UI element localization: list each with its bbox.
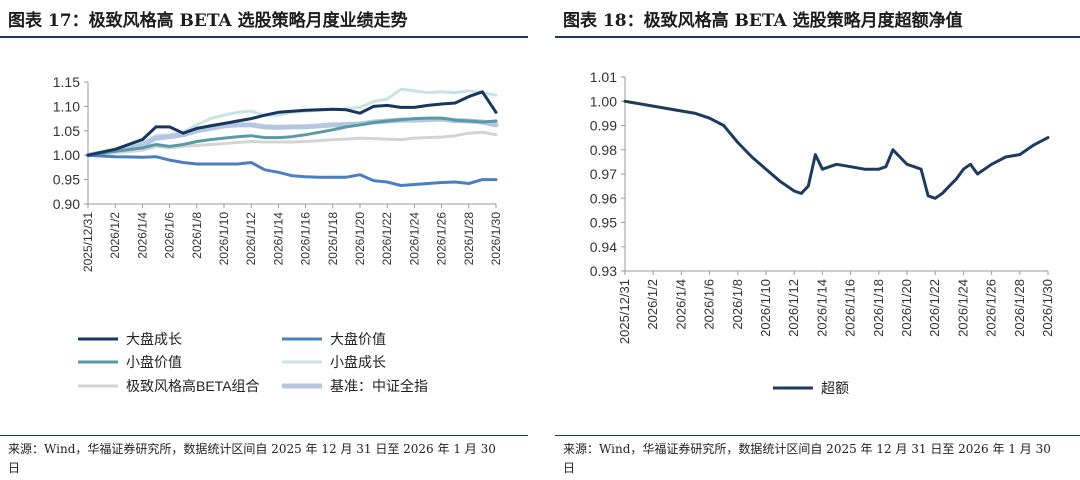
y-tick-label: 0.96	[590, 190, 617, 206]
x-tick-label: 2026/1/4	[135, 212, 149, 259]
x-tick-label: 2026/1/20	[353, 212, 367, 266]
right-chart-title: 图表 18：极致风格高 BETA 选股策略月度超额净值	[563, 11, 963, 31]
y-tick-label: 0.90	[53, 196, 80, 212]
x-tick-label: 2026/1/18	[871, 279, 886, 337]
y-tick-label: 1.01	[590, 69, 617, 85]
x-tick-label: 2026/1/14	[271, 212, 285, 266]
x-tick-label: 2026/1/22	[380, 212, 394, 266]
x-tick-label: 2026/1/10	[758, 279, 773, 337]
x-tick-label: 2026/1/2	[645, 279, 660, 330]
x-tick-label: 2025/12/31	[617, 279, 632, 344]
legend-label: 极致风格高BETA组合	[126, 378, 260, 394]
legend-label: 基准：中证全指	[330, 378, 428, 394]
legend-label: 超额	[821, 380, 849, 396]
y-tick-label: 0.95	[53, 172, 80, 188]
y-tick-label: 0.95	[590, 215, 617, 231]
left-source-rule	[0, 435, 528, 436]
x-tick-label: 2026/1/4	[673, 279, 688, 330]
x-tick-label: 2026/1/28	[462, 212, 476, 266]
right-source-rule	[555, 435, 1080, 436]
x-tick-label: 2026/1/2	[108, 212, 122, 259]
series-line-1	[623, 99, 1050, 200]
x-tick-label: 2026/1/6	[702, 279, 717, 330]
left-source-note: 来源：Wind，华福证券研究所，数据统计区间自 2025 年 12 月 31 日…	[8, 442, 496, 475]
legend-label: 小盘成长	[330, 354, 386, 370]
x-tick-label: 2026/1/24	[407, 212, 421, 266]
x-tick-label: 2026/1/8	[730, 279, 745, 330]
x-tick-label: 2026/1/6	[163, 212, 177, 259]
y-tick-label: 1.00	[53, 147, 80, 163]
legend-label: 大盘价值	[330, 331, 386, 347]
x-tick-label: 2026/1/26	[984, 279, 999, 337]
x-tick-label: 2026/1/16	[843, 279, 858, 337]
legend-label: 小盘价值	[126, 354, 182, 370]
left-chart-title: 图表 17：极致风格高 BETA 选股策略月度业绩走势	[8, 11, 408, 31]
y-tick-label: 0.94	[590, 239, 617, 255]
left-title-rule	[0, 36, 528, 38]
series-line-3	[86, 116, 498, 157]
x-tick-label: 2026/1/12	[786, 279, 801, 337]
legend-label: 大盘成长	[126, 331, 182, 347]
x-tick-label: 2026/1/20	[899, 279, 914, 337]
left-line-chart: 0.90 0.95 1.00 1.05 1.10 1.15 2025/12/31 2026/1…	[53, 74, 503, 394]
y-tick-label: 1.10	[53, 98, 80, 114]
y-tick-label: 0.93	[590, 263, 617, 279]
x-tick-label: 2026/1/30	[1040, 279, 1055, 337]
x-tick-label: 2026/1/22	[927, 279, 942, 337]
series-line-5	[86, 130, 498, 157]
series-line-2	[86, 153, 498, 187]
x-tick-label: 2025/12/31	[81, 212, 95, 272]
y-tick-label: 0.99	[590, 118, 617, 134]
right-panel: 图表 18：极致风格高 BETA 选股策略月度超额净值 0.93 0.94 0.95…	[555, 0, 1080, 480]
series-line-1	[86, 90, 498, 157]
x-tick-label: 2026/1/12	[244, 212, 258, 266]
y-tick-label: 0.97	[590, 166, 617, 182]
right-line-chart: 0.93 0.94 0.95 0.96 0.97 0.98 0.99 1.00 1.01 2025…	[590, 69, 1055, 396]
y-tick-label: 0.98	[590, 142, 617, 158]
x-tick-label: 2026/1/10	[217, 212, 231, 266]
x-tick-label: 2026/1/16	[299, 212, 313, 266]
left-panel: 图表 17：极致风格高 BETA 选股策略月度业绩走势 0.90 0.95 1.00…	[0, 0, 528, 480]
x-tick-label: 2026/1/14	[814, 279, 829, 337]
right-source-note: 来源：Wind，华福证券研究所，数据统计区间自 2025 年 12 月 31 日…	[563, 442, 1051, 475]
x-tick-label: 2026/1/24	[955, 279, 970, 337]
x-tick-label: 2026/1/28	[1012, 279, 1027, 337]
y-tick-label: 1.15	[53, 74, 80, 90]
right-title-rule	[555, 36, 1080, 38]
y-tick-label: 1.00	[590, 93, 617, 109]
x-tick-label: 2026/1/18	[326, 212, 340, 266]
y-tick-label: 1.05	[53, 123, 80, 139]
x-tick-label: 2026/1/8	[190, 212, 204, 259]
x-tick-label: 2026/1/26	[435, 212, 449, 266]
x-tick-label: 2026/1/30	[489, 212, 503, 266]
